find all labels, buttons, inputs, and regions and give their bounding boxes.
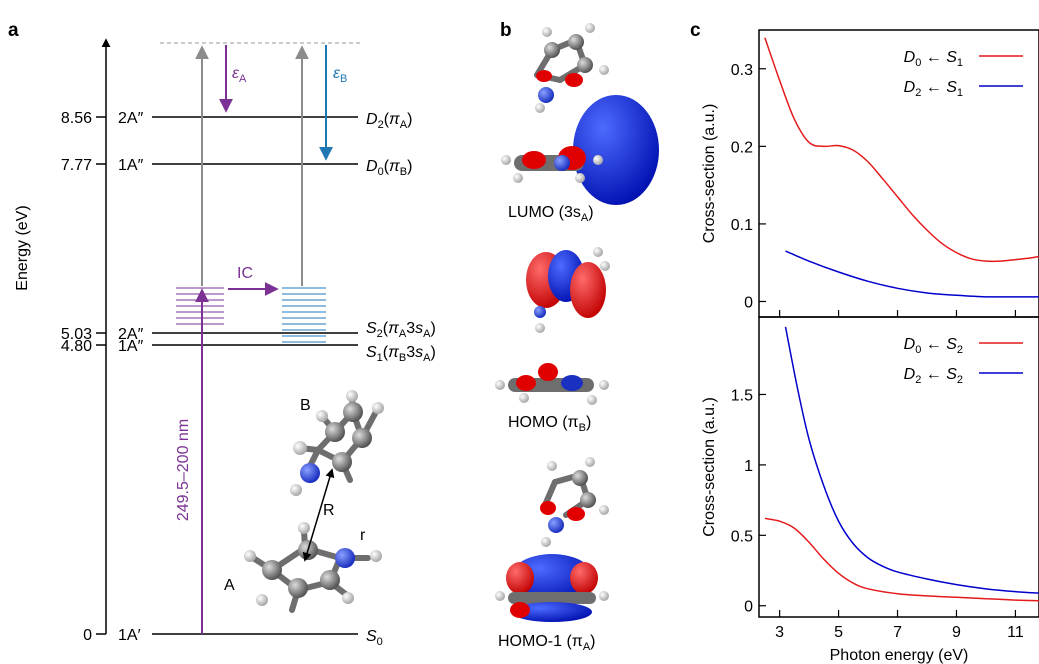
series-line [764,37,1039,263]
panel-a: a Energy (eV) 8.56 2A″ D2(πA) 7.77 1A″ D0(πB)… [8,20,436,648]
x-tick-label: 7 [893,624,902,641]
homo-1-bottom-orbital [495,554,609,622]
x-tick-label: 11 [1007,624,1024,641]
x-tick-label: 9 [952,624,961,641]
ic-label: IC [237,265,253,282]
symmetry-label: 1A″ [118,338,144,355]
x-tick-label: 5 [834,624,843,641]
pyrrole-dimer-molecule [244,390,384,613]
energy-levels: 8.56 2A″ D2(πA) 7.77 1A″ D0(πB) 5.03 2A″ S2(πA3s… [61,110,436,648]
series-line [785,250,1039,298]
legend-label: D2 ← S2 [904,366,963,386]
y-tick-label: 0 [744,294,753,311]
symmetry-label: 2A″ [118,110,144,127]
homo-top-orbital [526,247,610,333]
energy-value-label: 5.03 [61,326,92,343]
y-tick-label: 1.5 [731,387,753,404]
ring-b-label: B [300,397,311,414]
state-label: S2(πA3sA) [366,320,436,340]
epsilon-b-label: εB [333,65,347,85]
y-tick-label: 0.3 [731,62,753,79]
legend-label: D0 ← S2 [904,336,963,356]
blue-vibrational-manifold [282,287,326,343]
pump-label: 249.5–200 nm [175,419,192,521]
lumo-label: LUMO (3sA) [508,204,594,224]
state-label: D0(πB) [366,158,412,178]
y-tick-label: 0.5 [731,528,753,545]
energy-axis-label: Energy (eV) [14,205,31,290]
bond-label: r [360,527,366,544]
cross-section-chart-s1: 0 0.1 0.2 0.3 Cross-section (a.u.) D0 ← S1 D2 … [701,29,1039,318]
lumo-rydberg-lobe [573,95,659,205]
homo-label: HOMO (πB) [508,414,591,434]
energy-value-label: 0 [83,627,92,644]
legend-label: D0 ← S1 [904,49,963,69]
energy-value-label: 4.80 [61,338,92,355]
homo-1-top-orbital [540,457,609,547]
y-tick-label: 0 [744,599,753,616]
symmetry-label: 2A″ [118,326,144,343]
state-label: D2(πA) [366,111,412,131]
energy-value-label: 8.56 [61,110,92,127]
homo-1-label: HOMO-1 (πA) [498,633,595,653]
y-axis-label: Cross-section (a.u.) [701,104,718,244]
panel-b: b LUMO (3sA) [495,20,659,653]
series-line [784,326,1039,594]
symmetry-label: 1A″ [118,157,144,174]
y-tick-label: 0.1 [731,217,753,234]
panel-a-label: a [8,20,19,41]
y-axis-label: Cross-section (a.u.) [701,397,718,537]
state-label: S0 [366,628,383,648]
purple-vibrational-manifold [176,287,224,325]
x-tick-label: 3 [775,624,784,641]
epsilon-a-label: εA [232,65,247,85]
plot-frame [758,29,1039,318]
plot-frame [758,316,1039,618]
y-tick-label: 1 [744,458,753,475]
photon-energy-axis-label: Photon energy (eV) [830,647,969,664]
panel-b-label: b [500,20,512,41]
distance-label: R [323,502,335,519]
symmetry-label: 1A′ [118,627,141,644]
legend-label: D2 ← S1 [904,79,963,99]
energy-value-label: 7.77 [61,157,92,174]
cross-section-chart-s2: 0 0.5 1 1.5 3 5 7 9 11 Cross-section (a.u.) D0 ← S… [701,316,1039,641]
lumo-bottom-molecule [501,146,603,183]
y-tick-label: 0.2 [731,139,753,156]
homo-bottom-orbital [495,363,609,405]
distance-r-arrow [302,468,335,562]
panel-c-label: c [690,20,701,41]
series-line [764,517,1039,602]
lumo-top-molecule [534,23,609,113]
state-label: S1(πB3sA) [366,344,436,364]
panel-c: c 0 0.1 0.2 0.3 Cross-section (a.u.) D0 ← S1 D… [690,20,1039,664]
ring-a-label: A [224,577,235,594]
